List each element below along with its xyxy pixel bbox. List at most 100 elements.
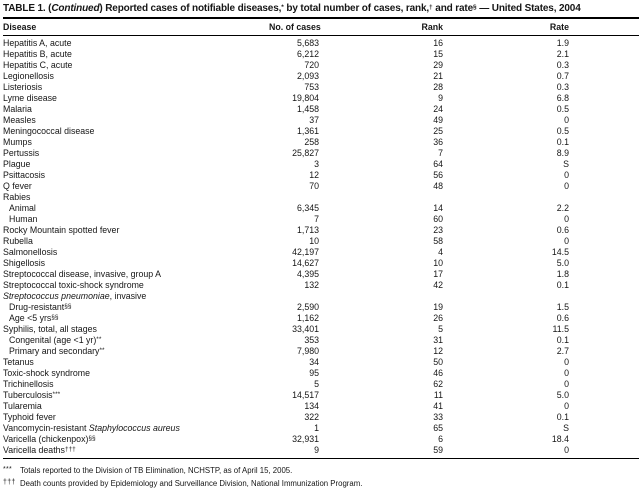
disease-cell: Animal [3, 203, 269, 214]
rate-cell: 0 [564, 181, 569, 191]
table-row: Psittacosis 12 56 0 [3, 170, 639, 181]
cases-cell: 37 [309, 115, 319, 125]
disease-name: Streptococcal disease, invasive, group A [3, 269, 161, 279]
table-row: Meningococcal disease 1,361 25 0.5 [3, 126, 639, 137]
table-row: Varicella deaths††† 9 59 0 [3, 445, 639, 459]
title-part5: — United States, 2004 [476, 3, 581, 14]
rate-cell: 5.0 [556, 258, 569, 268]
disease-cell: Hepatitis A, acute [3, 36, 269, 50]
cases-cell [269, 192, 389, 203]
footnote-marker: ††† [3, 479, 16, 486]
table-row: Drug-resistant§§ 2,590 19 1.5 [3, 302, 639, 313]
title-footnote-marker-asterisk: * [281, 4, 284, 11]
rate-cell: 8.9 [556, 148, 569, 158]
disease-name: Salmonellosis [3, 247, 58, 257]
disease-cell: Meningococcal disease [3, 126, 269, 137]
table-row: Tetanus 34 50 0 [3, 357, 639, 368]
disease-name: Legionellosis [3, 71, 54, 81]
table-row: Toxic-shock syndrome 95 46 0 [3, 368, 639, 379]
cases-cell: 5 [314, 379, 319, 389]
cases-cell: 1,162 [296, 313, 319, 323]
disease-name: Tuberculosis [3, 390, 53, 400]
disease-cell: Plague [3, 159, 269, 170]
table-row: Legionellosis 2,093 21 0.7 [3, 71, 639, 82]
disease-name: Primary and secondary [9, 346, 100, 356]
disease-cell: Rocky Mountain spotted fever [3, 225, 269, 236]
disease-name: Animal [9, 203, 36, 213]
disease-name: Mumps [3, 137, 32, 147]
rank-cell: 17 [433, 269, 443, 279]
table-row: Rabies [3, 192, 639, 203]
disease-name: Measles [3, 115, 36, 125]
cases-cell: 14,517 [292, 390, 319, 400]
table-row: Pertussis 25,827 7 8.9 [3, 148, 639, 159]
table-row: Shigellosis 14,627 10 5.0 [3, 258, 639, 269]
rate-cell: 1.5 [556, 302, 569, 312]
disease-name: Trichinellosis [3, 379, 54, 389]
cases-cell: 5,683 [296, 38, 319, 48]
disease-name: Tetanus [3, 357, 34, 367]
rate-cell: S [563, 423, 569, 433]
rate-cell: 0 [564, 357, 569, 367]
table-row: Streptococcus pneumoniae, invasive [3, 291, 639, 302]
disease-cell: Malaria [3, 104, 269, 115]
table-body: Hepatitis A, acute 5,683 16 1.9 Hepatitis B,… [3, 36, 639, 459]
disease-name: Plague [3, 159, 31, 169]
rate-cell: 1.9 [556, 38, 569, 48]
disease-name: Varicella deaths [3, 445, 65, 455]
disease-name: Human [9, 214, 38, 224]
disease-name: Hepatitis A, acute [3, 38, 72, 48]
disease-cell: Varicella deaths††† [3, 445, 269, 459]
disease-cell: Tularemia [3, 401, 269, 412]
disease-cell: Primary and secondary** [3, 346, 269, 357]
disease-cell: Legionellosis [3, 71, 269, 82]
rank-cell: 19 [433, 302, 443, 312]
table-header: Disease No. of cases Rank Rate [3, 19, 639, 36]
rank-cell: 5 [438, 324, 443, 334]
footnote-text: Totals reported to the Division of TB El… [20, 466, 293, 475]
table-row: Animal 6,345 14 2.2 [3, 203, 639, 214]
footnote: *** Totals reported to the Division of TB… [3, 464, 639, 477]
cases-cell: 95 [309, 368, 319, 378]
disease-name: Rocky Mountain spotted fever [3, 225, 120, 235]
rank-cell: 41 [433, 401, 443, 411]
notifiable-diseases-table: Disease No. of cases Rank Rate Hepatitis… [3, 19, 639, 459]
disease-name: Hepatitis B, acute [3, 49, 72, 59]
rate-cell: 6.8 [556, 93, 569, 103]
cases-cell: 2,093 [296, 71, 319, 81]
table-row: Malaria 1,458 24 0.5 [3, 104, 639, 115]
rate-cell: 0.1 [556, 335, 569, 345]
cases-cell: 25,827 [292, 148, 319, 158]
cases-cell: 6,345 [296, 203, 319, 213]
disease-name: Q fever [3, 181, 32, 191]
disease-cell: Measles [3, 115, 269, 126]
rank-cell [389, 291, 513, 302]
table-row: Tuberculosis*** 14,517 11 5.0 [3, 390, 639, 401]
disease-cell: Trichinellosis [3, 379, 269, 390]
rank-cell: 31 [433, 335, 443, 345]
footnote-marker: *** [52, 391, 61, 398]
rate-cell: 0 [564, 214, 569, 224]
disease-name: Lyme disease [3, 93, 57, 103]
table-row: Typhoid fever 322 33 0.1 [3, 412, 639, 423]
cases-cell: 6,212 [296, 49, 319, 59]
rank-cell: 12 [433, 346, 443, 356]
disease-cell: Drug-resistant§§ [3, 302, 269, 313]
rank-cell: 10 [433, 258, 443, 268]
rate-cell: 0 [564, 236, 569, 246]
column-header-disease: Disease [3, 19, 269, 36]
cases-cell: 33,401 [292, 324, 319, 334]
rate-cell: 0.1 [556, 137, 569, 147]
disease-cell: Congenital (age <1 yr)** [3, 335, 269, 346]
cases-cell: 32,931 [292, 434, 319, 444]
disease-name: Age <5 yrs [9, 313, 52, 323]
rank-cell: 25 [433, 126, 443, 136]
rate-cell: 18.4 [551, 434, 569, 444]
title-footnote-marker-dagger: † [429, 4, 433, 11]
table-row: Hepatitis A, acute 5,683 16 1.9 [3, 36, 639, 50]
disease-cell: Typhoid fever [3, 412, 269, 423]
table-row: Vancomycin-resistant Staphylococcus aure… [3, 423, 639, 434]
disease-cell: Lyme disease [3, 93, 269, 104]
rate-cell: 0.7 [556, 71, 569, 81]
footnote-marker: ** [99, 347, 105, 354]
